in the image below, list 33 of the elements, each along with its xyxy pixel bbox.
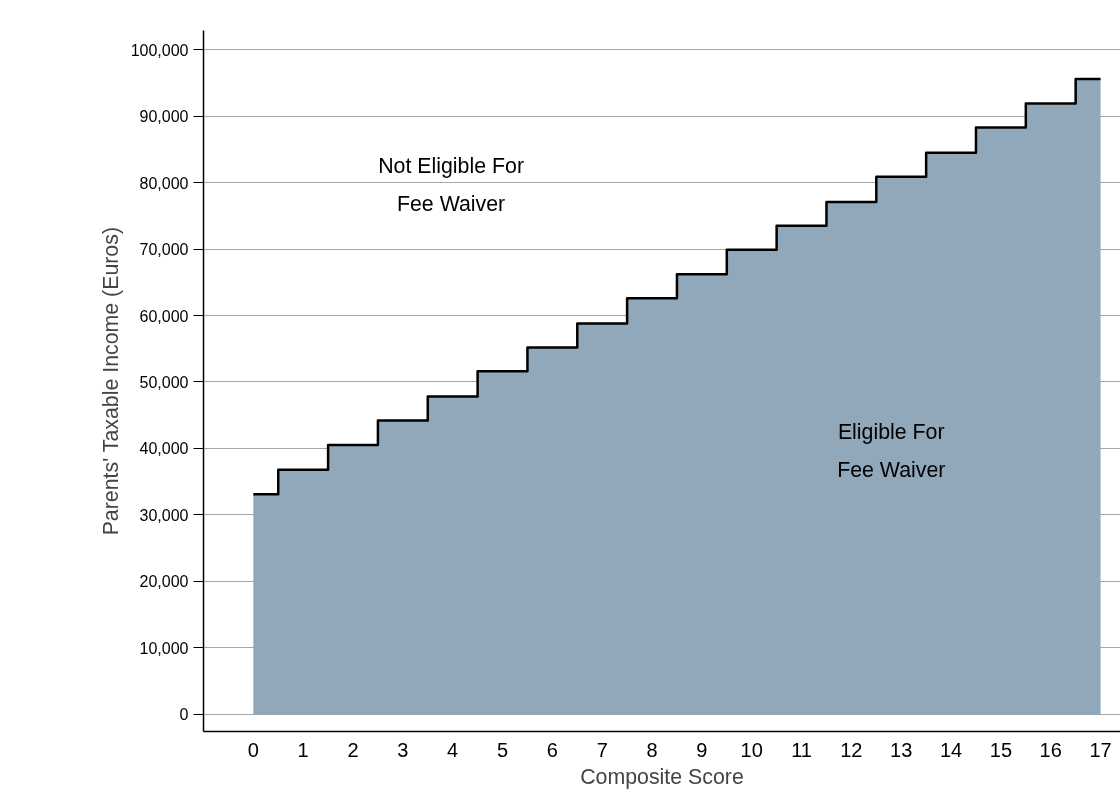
y-tick-label: 100,000: [130, 41, 189, 59]
x-tick-label: 2: [347, 738, 359, 761]
x-tick-label: 9: [696, 738, 708, 761]
y-tick-label: 80,000: [139, 174, 189, 192]
x-tick-label: 1: [297, 738, 309, 761]
y-tick-label: 0: [179, 706, 189, 724]
x-tick-label: 3: [397, 738, 409, 761]
y-tick-label: 30,000: [139, 506, 189, 524]
y-tick-label: 20,000: [139, 573, 189, 591]
x-tick-label: 16: [1039, 738, 1062, 761]
y-tick-label: 50,000: [139, 374, 189, 391]
x-tick-label: 6: [546, 738, 558, 761]
x-tick-label: 11: [791, 738, 812, 761]
y-tick-label: 60,000: [139, 307, 189, 325]
x-tick-label: 8: [646, 738, 658, 761]
x-tick-label: 4: [447, 738, 459, 761]
y-tick-label: 10,000: [139, 639, 189, 657]
x-axis-title: Composite Score: [580, 764, 744, 789]
x-tick-label: 12: [840, 738, 863, 761]
x-tick-label: 13: [890, 738, 913, 761]
x-tick-label: 5: [496, 738, 509, 761]
annotation: Eligible For Fee Waiver: [837, 419, 946, 483]
y-tick-label: 40,000: [139, 440, 189, 458]
y-tick-label: 70,000: [139, 241, 189, 259]
x-tick-label: 0: [247, 738, 259, 761]
x-tick-label: 10: [740, 738, 763, 761]
x-tick-label: 17: [1089, 738, 1112, 761]
x-tick-label: 7: [596, 738, 608, 761]
x-tick-label: 15: [989, 738, 1013, 761]
y-axis-title: Parents' Taxable Income (Euros): [98, 227, 123, 536]
x-tick-label: 14: [939, 738, 963, 761]
y-tick-label: 90,000: [139, 108, 189, 126]
annotation: Not Eligible For Fee Waiver: [378, 153, 524, 216]
